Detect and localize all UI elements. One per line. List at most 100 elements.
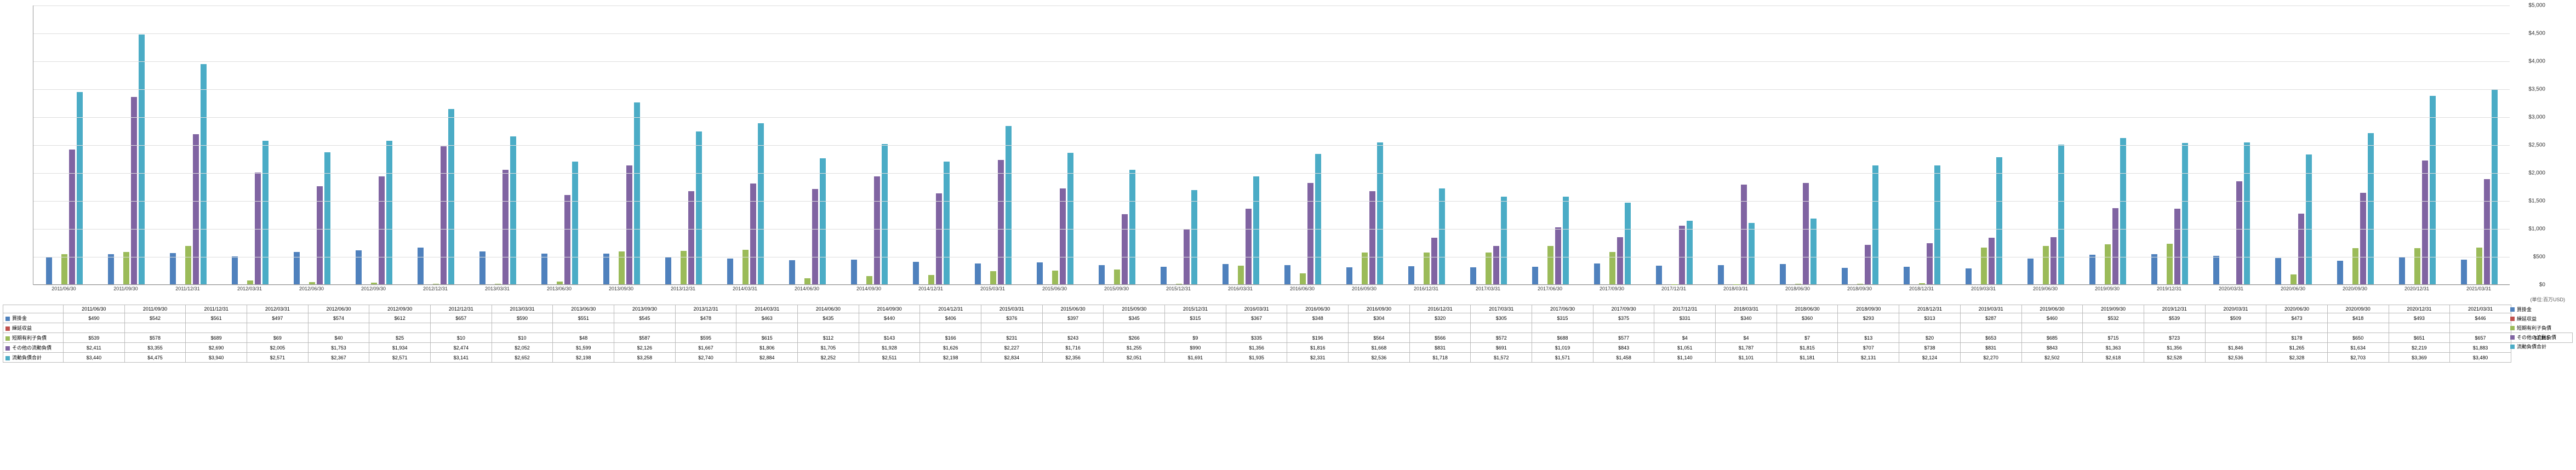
x-tick-label: 2016/06/30 — [1290, 286, 1315, 291]
bar-sonota — [1555, 227, 1561, 284]
bar-goukei — [1067, 153, 1073, 284]
table-cell: $545 — [614, 313, 676, 323]
table-cell — [2205, 323, 2266, 333]
bar-tanki — [61, 254, 67, 284]
bar-goukei — [2306, 154, 2312, 284]
table-cell: $843 — [1593, 343, 1654, 353]
grid-line — [33, 201, 2510, 202]
bar-kaikake — [1966, 268, 1972, 284]
table-period-header: 2016/03/31 — [1226, 305, 1287, 313]
table-cell — [247, 323, 309, 333]
bar-kaikake — [1099, 265, 1105, 284]
x-tick-label: 2018/12/31 — [1909, 286, 1934, 291]
bar-kaikake — [479, 251, 486, 284]
table-cell: $1,753 — [308, 343, 369, 353]
legend-label: 繰延収益 — [2517, 315, 2537, 322]
bar-goukei — [1253, 176, 1259, 284]
bar-sonota — [193, 134, 199, 284]
legend-label: その他の流動負債 — [2517, 334, 2556, 341]
x-tick-label: 2012/12/31 — [423, 286, 448, 291]
table-cell: $2,740 — [675, 353, 736, 363]
table-cell: $9 — [1165, 333, 1226, 343]
table-row-header-tanki: 短期有利子負債 — [3, 333, 64, 343]
bar-kaikake — [2213, 256, 2219, 284]
bar-sonota — [1679, 226, 1685, 284]
table-cell — [186, 323, 247, 333]
table-cell: $691 — [1471, 343, 1532, 353]
table-cell: $69 — [247, 333, 309, 343]
bar-sonota — [69, 150, 75, 284]
bar-kaikake — [789, 260, 795, 284]
table-period-header: 2020/03/31 — [2205, 305, 2266, 313]
table-cell: $657 — [2450, 333, 2511, 343]
x-tick-label: 2018/09/30 — [1847, 286, 1872, 291]
table-cell: $1,140 — [1654, 353, 1716, 363]
bar-kaikake — [2275, 258, 2281, 284]
table-row-header-goukei: 流動負債合計 — [3, 353, 64, 363]
bar-sonota — [874, 176, 880, 284]
table-cell: $1,718 — [1409, 353, 1471, 363]
table-period-header: 2011/09/30 — [124, 305, 186, 313]
bar-goukei — [324, 152, 330, 284]
table-cell: $572 — [1471, 333, 1532, 343]
bar-tanki — [2167, 244, 2173, 284]
table-cell: $1,815 — [1777, 343, 1838, 353]
table-cell — [1899, 323, 1961, 333]
bar-kaikake — [1284, 265, 1290, 284]
bar-sonota — [1927, 243, 1933, 284]
table-period-header: 2018/09/30 — [1838, 305, 1899, 313]
table-cell: $478 — [675, 313, 736, 323]
table-cell — [614, 323, 676, 333]
bar-sonota — [2236, 181, 2242, 284]
x-tick-label: 2013/03/31 — [485, 286, 510, 291]
bar-kaikake — [108, 254, 114, 284]
table-cell — [736, 323, 798, 333]
table-cell: $831 — [1409, 343, 1471, 353]
bar-tanki — [1300, 273, 1306, 284]
table-cell: $738 — [1899, 343, 1961, 353]
table-cell: $473 — [2266, 313, 2328, 323]
table-cell — [431, 323, 492, 333]
table-cell — [553, 323, 614, 333]
table-cell: $2,536 — [2205, 353, 2266, 363]
x-tick-label: 2014/09/30 — [856, 286, 881, 291]
bar-kaikake — [418, 248, 424, 284]
table-cell: $4 — [1654, 333, 1716, 343]
table-cell: $707 — [1838, 343, 1899, 353]
legend-label: 短期有利子負債 — [2517, 324, 2551, 331]
table-cell: $331 — [1654, 313, 1716, 323]
table-cell: $2,005 — [247, 343, 309, 353]
table-cell: $2,198 — [553, 353, 614, 363]
bar-goukei — [139, 35, 145, 284]
bar-kaikake — [356, 250, 362, 284]
grid-line — [33, 33, 2510, 34]
table-cell — [1409, 323, 1471, 333]
table-period-header: 2012/03/31 — [247, 305, 309, 313]
bar-sonota — [1060, 188, 1066, 284]
table-cell: $367 — [1226, 313, 1287, 323]
y-tick-label: $3,000 — [2528, 114, 2545, 121]
bar-tanki — [804, 278, 810, 284]
bar-kaikake — [1842, 268, 1848, 284]
table-cell: $1,634 — [2327, 343, 2389, 353]
table-cell: $1,572 — [1471, 353, 1532, 363]
table-cell: $1,883 — [2450, 343, 2511, 353]
table-period-header: 2020/06/30 — [2266, 305, 2328, 313]
y-tick-label: $2,000 — [2528, 170, 2545, 176]
table-period-header: 2019/03/31 — [1960, 305, 2021, 313]
table-period-header: 2012/12/31 — [431, 305, 492, 313]
table-cell: $1,356 — [2144, 343, 2205, 353]
bar-sonota — [1369, 191, 1375, 284]
table-cell: $40 — [308, 333, 369, 343]
x-tick-label: 2011/06/30 — [52, 286, 76, 291]
bar-tanki — [1919, 283, 1925, 284]
table-cell: $1,787 — [1716, 343, 1777, 353]
table-cell: $539 — [2144, 313, 2205, 323]
x-tick-label: 2017/09/30 — [1600, 286, 1624, 291]
table-cell: $1,705 — [798, 343, 859, 353]
bar-tanki — [928, 275, 934, 284]
table-cell: $587 — [614, 333, 676, 343]
bar-tanki — [309, 282, 315, 284]
bar-goukei — [882, 144, 888, 284]
bar-goukei — [1129, 170, 1135, 284]
